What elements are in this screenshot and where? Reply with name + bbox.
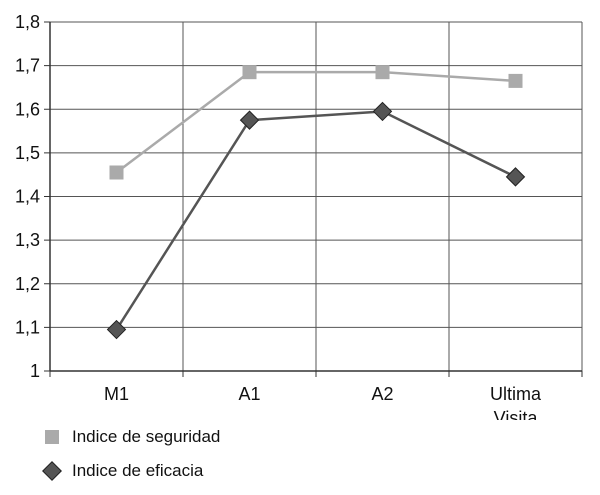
y-tick-label: 1,8 — [15, 12, 40, 32]
legend-square-marker — [40, 425, 64, 449]
axes — [44, 21, 583, 377]
y-tick-label: 1,3 — [15, 230, 40, 250]
data-point-diamond — [106, 319, 127, 340]
data-point-diamond — [239, 110, 260, 130]
legend-item-eficacia: Indice de eficacia — [40, 454, 220, 488]
data-point-square — [242, 65, 257, 80]
y-tick-label: 1 — [30, 361, 40, 381]
series-line-eficacia — [115, 110, 517, 331]
data-point-square — [508, 73, 523, 88]
legend-label-eficacia: Indice de eficacia — [72, 461, 204, 480]
y-tick-label: 1,4 — [15, 187, 40, 207]
x-tick-label: M1 — [104, 384, 129, 404]
x-tick-label: A2 — [371, 384, 393, 404]
data-point-diamond — [505, 167, 526, 187]
legend-label-seguridad: Indice de seguridad — [72, 427, 221, 446]
x-tick-labels: M1 A1 A2 Ultima Visita — [104, 384, 542, 420]
x-tick-label: A1 — [238, 384, 260, 404]
legend-diamond-marker — [40, 459, 64, 483]
y-tick-label: 1,2 — [15, 274, 40, 294]
y-tick-label: 1,6 — [15, 99, 40, 119]
grid-lines — [50, 21, 583, 371]
legend-item-seguridad: Indice de seguridad — [40, 420, 220, 454]
legend: Indice de seguridad Indice de eficacia — [40, 420, 220, 488]
data-point-square — [375, 65, 390, 80]
x-tick-label: Ultima Visita — [490, 384, 542, 420]
series-line-seguridad — [115, 70, 516, 174]
line-chart: 1 1,1 1,2 1,3 1,4 1,5 1,6 1,7 1,8 M1 A1 A2 Ultima Vi… — [15, 12, 583, 420]
y-tick-labels: 1 1,1 1,2 1,3 1,4 1,5 1,6 1,7 1,8 — [15, 12, 40, 381]
y-tick-label: 1,1 — [15, 317, 40, 337]
y-tick-label: 1,7 — [15, 56, 40, 76]
data-point-square — [109, 165, 124, 180]
y-tick-label: 1,5 — [15, 143, 40, 163]
series-layer — [106, 65, 526, 340]
data-point-diamond — [372, 101, 393, 122]
